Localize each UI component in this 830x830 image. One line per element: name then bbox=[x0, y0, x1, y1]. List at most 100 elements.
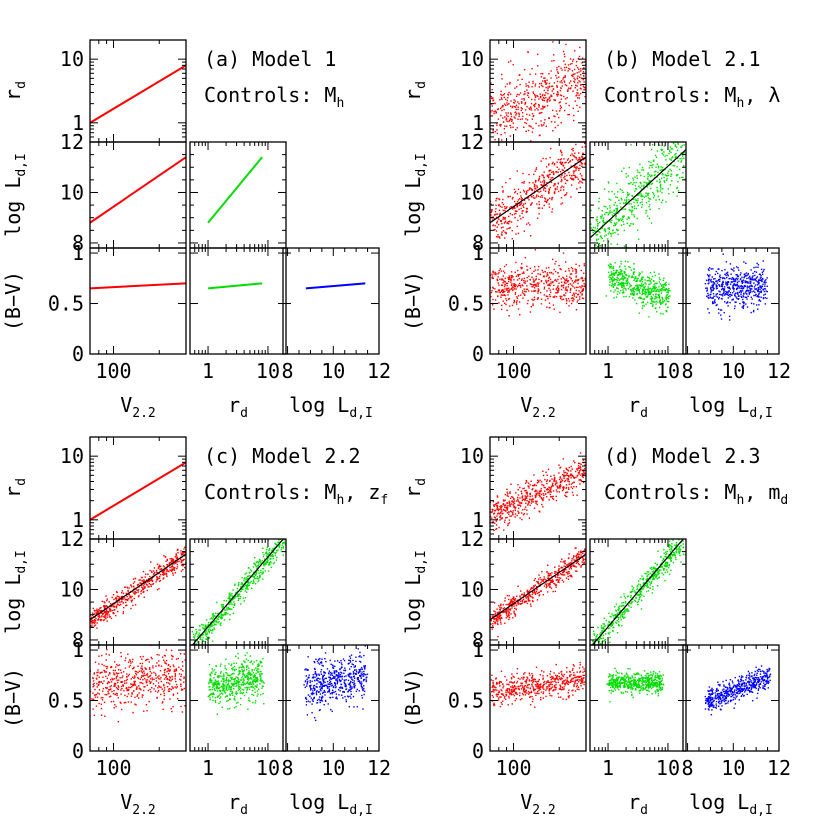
data-point bbox=[635, 188, 638, 190]
data-point bbox=[645, 181, 647, 184]
data-point bbox=[754, 288, 756, 290]
data-point bbox=[523, 182, 525, 184]
data-point bbox=[508, 119, 511, 122]
data-point bbox=[743, 301, 745, 304]
data-point bbox=[551, 85, 553, 88]
data-point bbox=[116, 598, 118, 600]
data-point bbox=[550, 70, 552, 72]
data-point bbox=[195, 628, 197, 631]
data-point bbox=[607, 233, 610, 235]
data-point bbox=[511, 286, 514, 288]
data-point bbox=[240, 588, 243, 590]
data-point bbox=[621, 286, 623, 288]
data-point bbox=[273, 562, 276, 564]
data-point bbox=[637, 200, 639, 202]
data-point bbox=[180, 561, 182, 564]
data-point bbox=[223, 613, 225, 615]
data-point bbox=[560, 281, 563, 283]
data-point bbox=[509, 178, 511, 180]
data-point bbox=[726, 286, 729, 289]
data-point bbox=[240, 590, 242, 592]
data-point bbox=[100, 609, 103, 612]
data-point bbox=[527, 222, 530, 224]
data-point bbox=[106, 612, 108, 615]
data-point bbox=[519, 118, 522, 121]
data-point bbox=[551, 281, 554, 284]
data-point bbox=[658, 288, 660, 291]
data-point bbox=[568, 82, 571, 84]
data-point bbox=[548, 206, 551, 208]
data-point bbox=[501, 186, 504, 188]
data-point bbox=[667, 295, 670, 298]
data-point bbox=[669, 295, 671, 297]
data-point bbox=[635, 199, 638, 201]
relation-line bbox=[90, 64, 186, 124]
data-point bbox=[568, 171, 570, 174]
data-point bbox=[181, 688, 183, 690]
data-point bbox=[628, 199, 630, 201]
data-point bbox=[507, 61, 510, 63]
data-point bbox=[727, 305, 729, 307]
data-point bbox=[763, 290, 766, 293]
data-point bbox=[570, 277, 572, 279]
data-point bbox=[633, 273, 635, 275]
data-point bbox=[674, 144, 677, 146]
data-point bbox=[647, 286, 649, 288]
data-point bbox=[536, 186, 539, 189]
data-point bbox=[519, 215, 521, 217]
data-point bbox=[270, 562, 272, 564]
data-point bbox=[233, 601, 235, 603]
data-point bbox=[505, 114, 508, 116]
data-point bbox=[621, 282, 623, 284]
data-point bbox=[93, 621, 95, 624]
data-point bbox=[258, 572, 260, 574]
data-point bbox=[560, 178, 563, 181]
data-point bbox=[610, 243, 612, 245]
data-point bbox=[241, 581, 243, 584]
data-point bbox=[614, 289, 616, 291]
data-point bbox=[727, 275, 729, 277]
data-point bbox=[571, 268, 574, 270]
data-point bbox=[532, 194, 535, 197]
data-point bbox=[736, 283, 739, 285]
data-point bbox=[631, 206, 633, 209]
data-point bbox=[131, 692, 133, 694]
data-point bbox=[571, 153, 573, 155]
data-point bbox=[165, 649, 168, 651]
data-point bbox=[530, 102, 533, 105]
data-point bbox=[178, 666, 180, 668]
data-point bbox=[565, 43, 567, 46]
y-axis-tick-label: 10 bbox=[60, 444, 84, 468]
data-point bbox=[545, 280, 547, 283]
data-point bbox=[509, 93, 512, 95]
data-point bbox=[249, 571, 251, 574]
data-point bbox=[247, 580, 250, 583]
panel-a-rd_vs_v: 110 bbox=[60, 39, 187, 143]
data-point bbox=[751, 298, 753, 300]
data-point bbox=[640, 174, 642, 177]
data-point bbox=[658, 277, 661, 279]
data-point bbox=[508, 275, 510, 277]
data-point bbox=[656, 150, 659, 152]
data-point bbox=[269, 547, 271, 550]
data-point bbox=[580, 287, 582, 289]
data-point bbox=[495, 213, 497, 216]
data-point bbox=[740, 295, 742, 298]
data-point bbox=[238, 595, 240, 598]
data-point bbox=[612, 232, 614, 234]
panel-frame bbox=[682, 247, 780, 355]
data-point bbox=[576, 61, 578, 63]
data-point bbox=[751, 285, 753, 288]
data-point bbox=[619, 292, 621, 294]
data-point bbox=[91, 621, 94, 624]
data-point bbox=[651, 305, 654, 307]
data-point bbox=[561, 154, 563, 156]
data-point bbox=[268, 551, 271, 554]
data-point bbox=[275, 559, 278, 561]
data-point bbox=[572, 73, 575, 75]
data-point bbox=[636, 287, 639, 289]
data-point bbox=[623, 229, 626, 232]
data-point bbox=[122, 675, 124, 677]
data-point bbox=[551, 90, 553, 92]
y-axis-tick-label: 10 bbox=[460, 47, 484, 71]
